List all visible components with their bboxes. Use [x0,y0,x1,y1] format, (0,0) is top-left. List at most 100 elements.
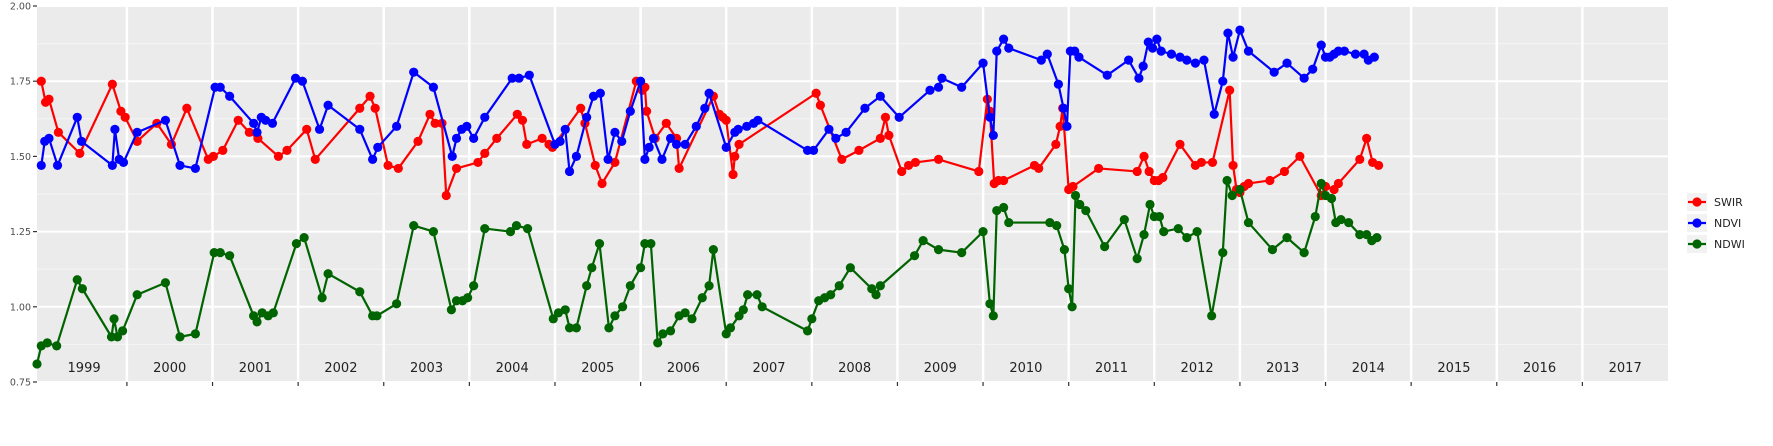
data-point-ndwi [1267,245,1278,255]
data-point-ndvi [175,160,185,171]
data-point-swir [310,154,320,165]
data-point-swir [1196,157,1206,168]
data-point-ndvi [118,157,129,168]
data-point-swir [674,163,684,174]
data-point-ndwi [752,290,762,300]
data-point-ndvi [937,73,947,83]
data-point-ndwi [118,326,128,336]
data-point-ndvi [1138,61,1148,71]
year-label: 2005 [581,361,614,376]
data-point-ndwi [807,314,817,324]
data-point-ndvi [1223,28,1233,38]
data-point-ndwi [409,220,419,231]
data-point-ndvi [1339,46,1349,56]
data-point-ndwi [1282,233,1292,243]
data-point-swir [1355,154,1365,165]
data-point-ndvi [373,142,383,152]
data-point-ndwi [618,302,628,312]
data-point-swir [451,163,462,174]
year-label: 2012 [1181,361,1214,376]
data-point-ndvi [1209,109,1219,119]
year-label: 2015 [1437,361,1470,376]
data-point-swir [208,151,218,161]
data-point-ndvi [1316,40,1326,50]
data-point-ndwi [317,293,327,303]
data-point-ndwi [635,263,646,273]
data-point-ndvi [665,133,676,143]
data-point-ndvi [595,88,605,98]
data-point-swir [1207,157,1218,168]
data-point-ndvi [290,73,301,83]
data-point-swir [597,178,607,189]
data-point-ndwi [560,305,570,315]
data-point-swir [1034,163,1044,174]
data-point-swir [974,166,984,177]
data-point-swir [734,139,744,149]
data-point-ndwi [252,317,262,327]
data-point-ndvi [875,91,885,101]
series-swir [36,76,1384,201]
data-point-ndwi [175,332,185,342]
data-point-ndvi [462,121,472,131]
year-label: 2013 [1266,361,1299,376]
data-point-ndwi [653,338,663,348]
data-point-swir [522,139,532,149]
data-point-ndwi [323,269,333,279]
data-point-ndwi [1192,227,1202,237]
data-point-ndvi [1042,49,1052,59]
year-label: 1999 [68,361,101,376]
data-point-ndwi [480,223,490,234]
data-point-swir [441,190,451,201]
data-point-ndwi [1182,233,1192,243]
data-point-ndwi [564,323,575,333]
year-label: 2003 [410,361,443,376]
data-point-ndwi [988,311,998,321]
data-point-ndwi [1243,217,1254,228]
data-point-swir [728,169,738,180]
data-point-ndwi [446,305,456,315]
data-point-ndvi [1074,52,1084,62]
data-point-ndwi [428,227,439,237]
data-point-swir [1055,121,1065,131]
data-point-ndwi [42,338,52,348]
data-point-ndvi [560,124,570,134]
data-point-swir [875,133,885,143]
data-point-ndvi [564,166,575,177]
data-point-ndwi [871,290,881,300]
data-point-ndvi [700,103,710,113]
data-point-ndvi [1147,43,1158,53]
data-point-ndvi [657,154,667,165]
data-point-ndwi [160,278,171,288]
data-point-ndvi [314,124,325,134]
data-point-ndwi [1154,211,1165,222]
data-point-ndvi [555,136,565,146]
data-point-ndvi [72,112,82,122]
data-point-ndwi [957,248,967,258]
data-point-ndvi [985,112,995,122]
data-point-ndwi [826,290,836,300]
data-point-swir [999,175,1009,186]
data-point-ndwi [845,263,855,273]
data-point-ndvi [691,121,701,131]
year-labels: 1999 2000 2001 2002 2003 2004 2005 2006 2007 2008… [68,361,1642,376]
data-point-ndvi [625,106,635,116]
data-point-ndvi [323,100,333,110]
data-point-swir [244,127,254,137]
data-point-ndvi [110,124,120,134]
data-point-ndwi [1222,175,1232,186]
data-point-swir [425,109,435,119]
data-point-swir [730,151,740,161]
series-ndwi [32,175,1382,369]
data-point-ndwi [604,323,614,333]
data-point-ndwi [1326,193,1337,204]
data-point-ndwi [372,311,382,321]
data-point-ndvi [76,136,87,146]
legend-key-point [1692,218,1702,228]
data-point-ndwi [225,251,235,261]
data-point-swir [355,103,365,113]
data-point-ndvi [252,127,262,137]
data-point-swir [1333,178,1343,189]
data-point-ndwi [463,293,473,303]
